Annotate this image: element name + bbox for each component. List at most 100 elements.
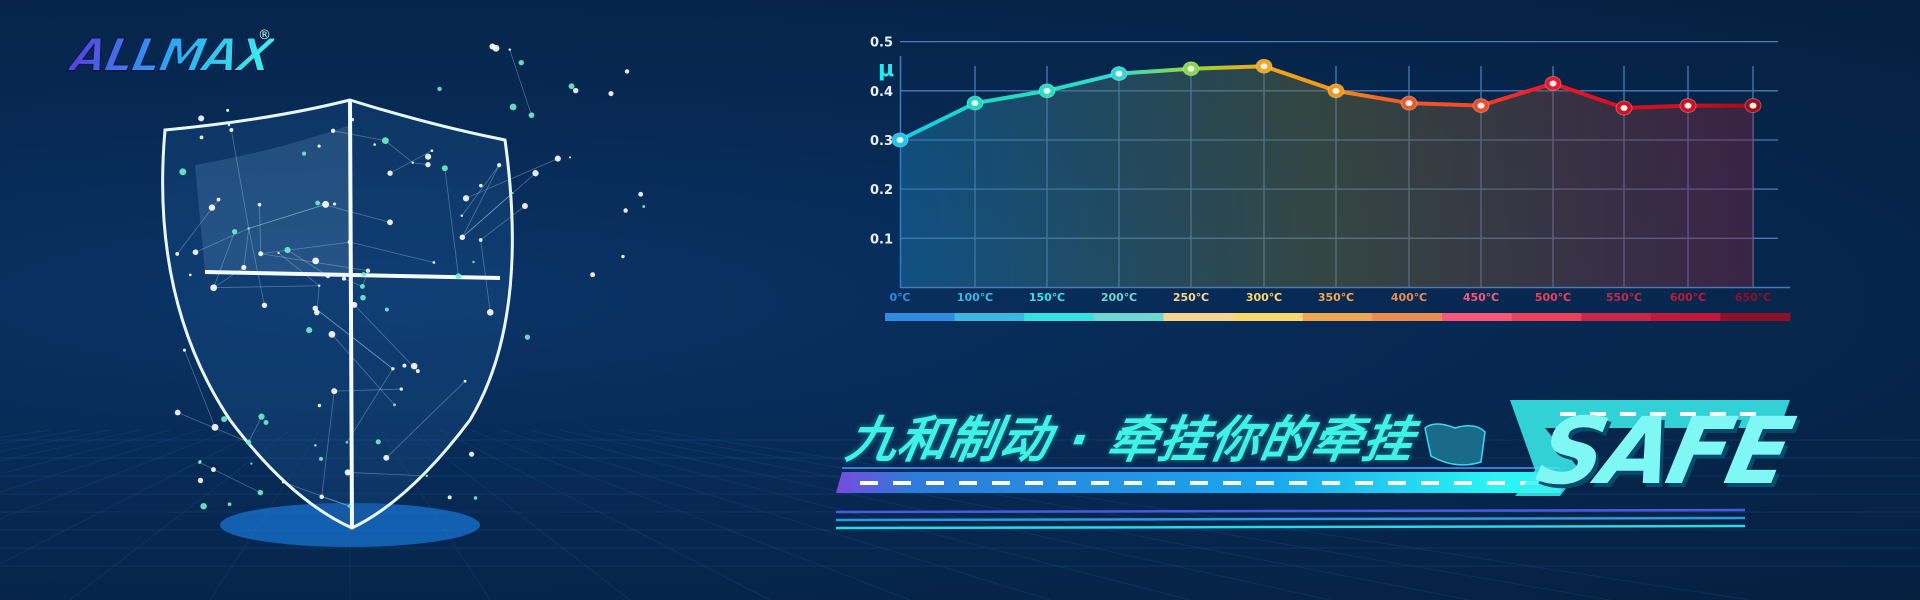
- network-line: [321, 496, 350, 507]
- network-line: [248, 416, 262, 443]
- temperature-scale-segment: [1372, 313, 1443, 321]
- grid-line: [589, 429, 1471, 600]
- road-dash: [992, 481, 1010, 485]
- speed-line: [835, 516, 1746, 522]
- speed-line: [835, 508, 1746, 514]
- road-dash: [1590, 412, 1606, 416]
- network-node: [257, 202, 262, 207]
- network-node: [360, 294, 366, 301]
- network-node: [361, 272, 366, 277]
- network-node: [263, 420, 269, 425]
- network-line: [278, 252, 320, 287]
- network-node: [462, 195, 470, 202]
- network-node: [411, 161, 414, 164]
- grid-line: [0, 429, 261, 565]
- road-dash: [1355, 481, 1373, 485]
- network-node: [328, 330, 336, 338]
- network-node: [188, 273, 192, 277]
- network-node: [312, 257, 320, 265]
- network-node: [383, 454, 390, 461]
- x-tick-label: 200℃: [1101, 291, 1137, 304]
- network-node: [373, 143, 376, 146]
- network-node: [317, 144, 321, 148]
- network-node: [350, 118, 355, 122]
- network-node: [330, 128, 336, 133]
- network-node: [241, 264, 247, 271]
- network-line: [260, 241, 351, 255]
- network-node: [608, 90, 614, 97]
- shield-divider: [348, 99, 354, 529]
- y-tick-label: 0.4: [870, 85, 893, 100]
- network-line: [333, 130, 386, 142]
- network-line: [287, 249, 329, 277]
- temperature-scale-segment: [954, 313, 1025, 321]
- shield-divider: [204, 270, 501, 280]
- network-line: [213, 267, 245, 289]
- network-node: [460, 214, 464, 218]
- network-line: [461, 164, 500, 238]
- network-line: [213, 231, 236, 288]
- network-node: [179, 168, 187, 176]
- network-node: [277, 251, 280, 255]
- network-line: [230, 129, 250, 229]
- road-dash: [1650, 412, 1666, 416]
- network-line: [465, 158, 558, 199]
- network-node: [226, 108, 230, 112]
- network-node: [518, 59, 524, 66]
- network-node: [469, 451, 475, 457]
- road-dash: [1322, 481, 1340, 485]
- network-line: [248, 228, 265, 306]
- network-line: [461, 164, 500, 217]
- temperature-scale-segment: [1650, 313, 1721, 321]
- network-node: [302, 151, 307, 156]
- road-dash: [1388, 481, 1406, 485]
- road-dash: [1454, 481, 1472, 485]
- road-dash: [1190, 481, 1208, 485]
- temperature-scale-segment: [1720, 313, 1791, 321]
- network-node: [424, 153, 432, 160]
- network-node: [208, 204, 216, 211]
- network-node: [393, 403, 396, 407]
- road-dash: [1223, 481, 1241, 485]
- road-dash: [1157, 481, 1175, 485]
- y-tick-label: 0.2: [870, 183, 893, 198]
- network-node: [281, 480, 285, 484]
- network-node: [331, 388, 338, 395]
- network-node: [200, 502, 207, 510]
- network-node: [221, 416, 228, 423]
- network-node: [425, 161, 431, 168]
- network-line: [347, 472, 427, 477]
- network-line: [282, 481, 350, 507]
- network-line: [199, 462, 261, 493]
- road-dash: [1025, 481, 1043, 485]
- network-node: [621, 254, 625, 259]
- data-point-center: [896, 136, 904, 143]
- network-line: [509, 49, 532, 116]
- network-node: [192, 249, 199, 256]
- data-point-center: [1405, 100, 1413, 107]
- network-node: [402, 363, 407, 368]
- brake-pad-icon: [1424, 423, 1486, 466]
- network-node: [199, 135, 204, 140]
- x-tick-label: 600℃: [1670, 291, 1706, 304]
- network-line: [349, 241, 435, 263]
- network-node: [479, 183, 483, 188]
- network-line: [248, 204, 326, 229]
- road-dash: [1710, 412, 1726, 416]
- data-point-center: [1187, 65, 1195, 72]
- network-node: [472, 260, 475, 264]
- network-line: [385, 140, 414, 164]
- network-node: [387, 219, 393, 226]
- network-line: [386, 380, 466, 459]
- grid-line: [0, 429, 171, 475]
- temperature-scale-segment: [1024, 313, 1095, 321]
- network-node: [554, 155, 561, 162]
- x-tick-label: 250℃: [1173, 291, 1209, 304]
- road-dash: [1124, 481, 1142, 485]
- grid-line: [0, 429, 231, 520]
- grid-line: [0, 429, 201, 493]
- x-tick-label: 100℃: [957, 291, 993, 304]
- network-node: [314, 444, 317, 447]
